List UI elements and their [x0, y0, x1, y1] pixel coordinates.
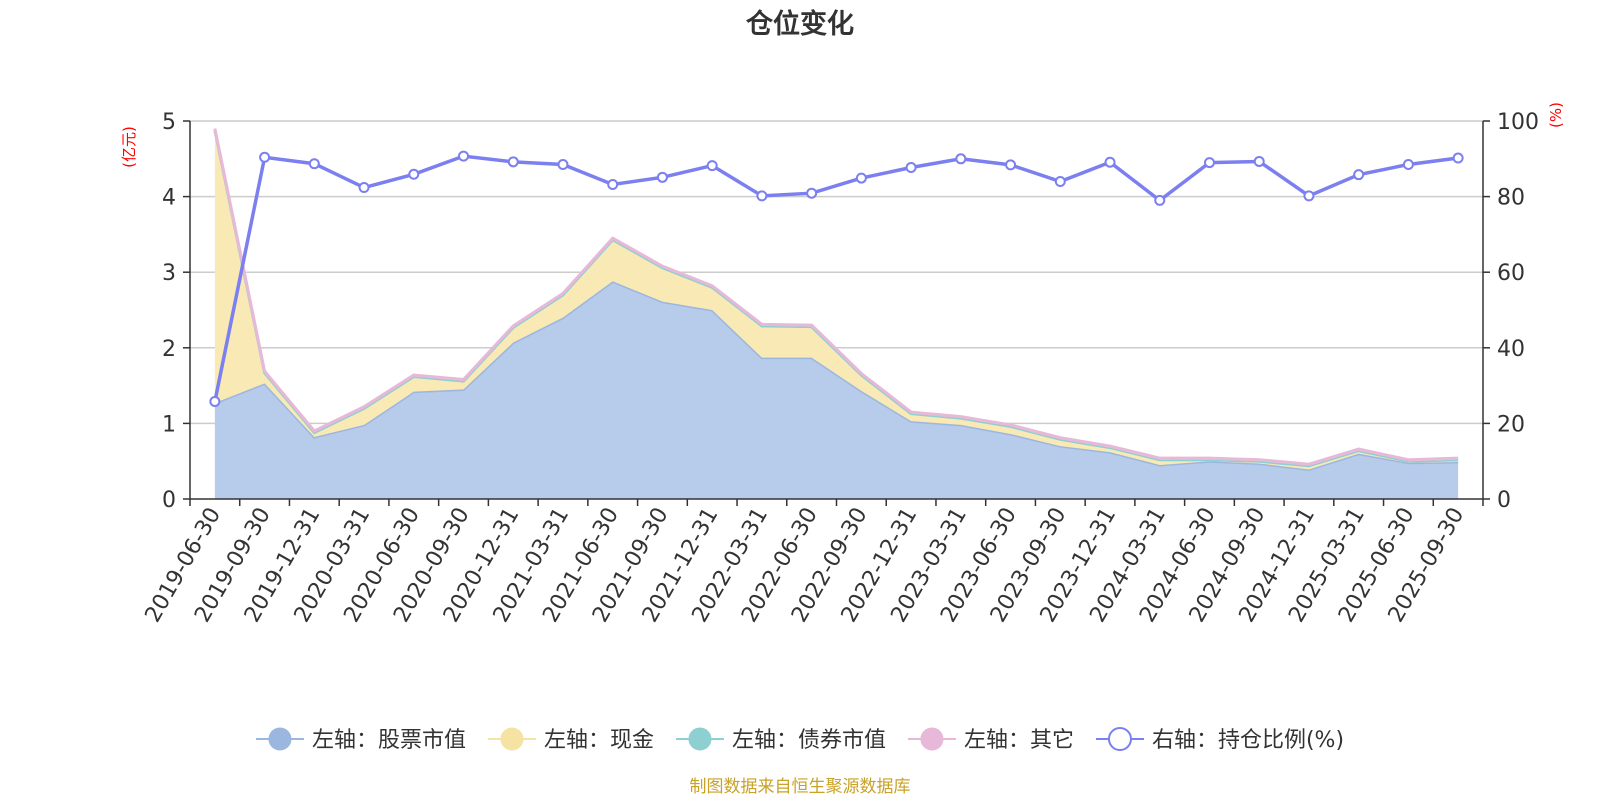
- left-axis-tick-label: 2: [162, 337, 176, 362]
- left-axis-tick-label: 5: [162, 110, 176, 135]
- ratio-point: [209, 395, 221, 407]
- ratio-point: [557, 158, 569, 170]
- legend-label: 右轴：持仓比例(%): [1152, 728, 1344, 753]
- ratio-point: [955, 153, 967, 165]
- ratio-point: [806, 187, 818, 199]
- ratio-point: [1452, 152, 1464, 164]
- source-note: 制图数据来自恒生聚源数据库: [690, 777, 911, 797]
- left-axis-tick-label: 0: [162, 488, 176, 513]
- right-axis-tick-label: 20: [1497, 412, 1525, 437]
- legend-label: 左轴：债券市值: [732, 728, 886, 753]
- legend-item: 左轴：现金: [487, 727, 654, 753]
- ratio-line: [213, 154, 1459, 402]
- legend-item: 左轴：股票市值: [255, 727, 466, 753]
- ratio-point: [607, 179, 619, 191]
- area-line-左轴：其它: [213, 128, 1459, 466]
- ratio-point: [1104, 156, 1116, 168]
- legend-item: 右轴：持仓比例(%): [1095, 727, 1344, 753]
- ratio-point: [1203, 157, 1215, 169]
- grid-layer: [190, 120, 1483, 425]
- right-axis-unit-label: (%): [1547, 102, 1565, 128]
- ratio-point: [855, 172, 867, 184]
- left-axis-unit-label: (亿元): [120, 126, 138, 168]
- ratio-point: [756, 190, 768, 202]
- legend: 左轴：股票市值 左轴：现金 左轴：债券市值 左轴：其它 右轴：持仓比例(%): [255, 727, 1344, 753]
- legend-marker: [268, 727, 292, 751]
- ratio-point: [1303, 190, 1315, 202]
- line-layer: [209, 150, 1464, 407]
- ratio-point: [1054, 175, 1066, 187]
- legend-marker: [1107, 727, 1132, 751]
- left-axis-tick-label: 4: [162, 186, 176, 211]
- right-axis-tick-label: 40: [1497, 337, 1525, 362]
- left-axis-tick-label: 3: [162, 261, 176, 286]
- area-左轴：股票市值: [214, 281, 1459, 499]
- ratio-point: [259, 151, 271, 163]
- legend-item: 左轴：其它: [907, 727, 1074, 753]
- legend-label: 左轴：其它: [964, 728, 1074, 753]
- ratio-point: [458, 150, 470, 162]
- ratio-point: [408, 168, 420, 180]
- legend-marker: [688, 727, 712, 751]
- right-axis-tick-label: 60: [1497, 261, 1525, 286]
- legend-marker: [920, 727, 944, 751]
- area-layer: [213, 128, 1459, 499]
- legend-marker: [500, 727, 524, 751]
- ratio-point: [358, 182, 370, 194]
- ratio-point: [1402, 158, 1414, 170]
- legend-label: 左轴：现金: [544, 728, 654, 753]
- right-axis-tick-label: 100: [1497, 110, 1539, 135]
- ratio-point: [905, 161, 917, 173]
- ratio-point: [706, 160, 718, 172]
- ratio-point: [507, 156, 519, 168]
- ratio-point: [1154, 194, 1166, 206]
- right-axis-tick-label: 80: [1497, 186, 1525, 211]
- left-axis-tick-label: 1: [162, 412, 176, 437]
- right-axis-tick-label: 0: [1497, 488, 1511, 513]
- ratio-point: [308, 158, 320, 170]
- ratio-point: [656, 171, 668, 183]
- ratio-point: [1005, 159, 1017, 171]
- ratio-point: [1253, 155, 1265, 167]
- legend-item: 左轴：债券市值: [675, 727, 886, 753]
- chart-title: 仓位变化: [745, 8, 854, 40]
- ratio-point: [1353, 169, 1365, 181]
- legend-label: 左轴：股票市值: [312, 728, 466, 753]
